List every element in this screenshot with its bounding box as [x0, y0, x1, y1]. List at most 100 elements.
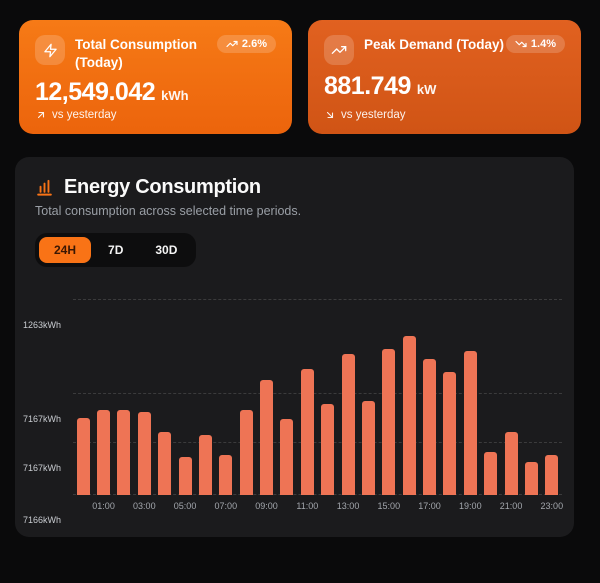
y-axis-tick: 7167kWh — [23, 462, 62, 473]
peak-demand-card: Peak Demand (Today) 1.4% 881.749 kW vs y… — [308, 20, 581, 134]
bar-slot-21:00 — [501, 300, 521, 495]
tab-7d[interactable]: 7D — [93, 237, 138, 263]
total-consumption-card: Total Consumption (Today) 2.6% 12,549.04… — [19, 20, 292, 134]
bar-16:00[interactable] — [402, 335, 416, 495]
stat-footnote: vs yesterday — [35, 109, 276, 121]
bar-04:00[interactable] — [158, 432, 172, 495]
bar-slot-15:00 — [379, 300, 399, 495]
bar-07:00[interactable] — [219, 455, 233, 495]
bar-slot-02:00 — [114, 300, 134, 495]
bar-slot-11:00 — [297, 300, 317, 495]
y-axis-tick: 7166kWh — [23, 515, 62, 525]
badge-value: 1.4% — [530, 38, 556, 50]
bar-03:00[interactable] — [137, 411, 151, 495]
x-axis-tick: 17:00 — [418, 501, 441, 511]
stat-footnote-label: vs yesterday — [341, 109, 406, 121]
x-axis-tick: 09:00 — [255, 501, 278, 511]
badge-value: 2.6% — [241, 38, 267, 50]
trending-up-icon — [324, 35, 354, 65]
stat-cards-row: Total Consumption (Today) 2.6% 12,549.04… — [19, 20, 581, 134]
change-badge-down: 1.4% — [505, 35, 565, 53]
bar-00:00[interactable] — [76, 417, 90, 495]
bar-chart-icon — [35, 178, 54, 197]
bar-slot-07:00 — [216, 300, 236, 495]
bar-slot-03:00 — [134, 300, 154, 495]
bar-slot-05:00 — [175, 300, 195, 495]
bar-10:00[interactable] — [280, 419, 294, 495]
bar-slot-10:00 — [277, 300, 297, 495]
y-axis-tick: 1263kWh — [23, 320, 62, 330]
chart-header: Energy Consumption — [35, 176, 554, 199]
bar-23:00[interactable] — [545, 455, 559, 495]
x-axis-tick: 07:00 — [214, 501, 238, 511]
energy-consumption-card: Energy Consumption Total consumption acr… — [15, 157, 574, 537]
gridline — [73, 441, 562, 443]
stat-value-row: 881.749 kW — [324, 72, 565, 101]
x-axis-tick: 11:00 — [296, 501, 319, 511]
bar-21:00[interactable] — [504, 432, 518, 495]
x-axis-tick: 21:00 — [499, 501, 523, 511]
bar-06:00[interactable] — [198, 434, 212, 495]
chart-card-subtitle: Total consumption across selected time p… — [35, 204, 302, 218]
bar-02:00[interactable] — [117, 409, 131, 495]
stat-value-row: 12,549.042 kWh — [35, 78, 276, 107]
bar-18:00[interactable] — [443, 371, 457, 495]
x-axis-tick: 19:00 — [459, 501, 482, 511]
zap-icon — [35, 35, 65, 65]
x-axis-tick: 15:00 — [377, 501, 401, 511]
bar-slot-23:00 — [542, 300, 562, 495]
bar-slot-04:00 — [155, 300, 175, 495]
x-axis-tick: 03:00 — [133, 501, 156, 511]
stat-value: 881.749 — [324, 72, 411, 100]
x-axis-tick: 23:00 — [540, 501, 564, 511]
bar-14:00[interactable] — [361, 400, 375, 495]
bar-slot-00:00 — [73, 300, 93, 495]
trending-down-icon — [515, 40, 527, 48]
stat-card-header: Total Consumption (Today) 2.6% — [35, 35, 276, 71]
bar-slot-06:00 — [195, 300, 215, 495]
gridline — [73, 299, 562, 300]
bar-slot-20:00 — [481, 300, 501, 495]
x-axis-tick: 05:00 — [173, 501, 197, 511]
bar-slot-13:00 — [338, 300, 358, 495]
bar-17:00[interactable] — [423, 358, 437, 495]
bar-chart: 1263kWh 7167kWh 7167kWh 7166kWh 01:00 03:00 05… — [23, 299, 566, 525]
bar-11:00[interactable] — [300, 369, 314, 495]
arrow-up-right-icon — [37, 111, 45, 119]
bar-slot-19:00 — [460, 300, 480, 495]
x-axis-tick: 01:00 — [92, 501, 115, 511]
y-axis-tick: 7167kWh — [23, 414, 62, 424]
gridline — [73, 494, 562, 495]
bar-13:00[interactable] — [341, 354, 355, 495]
chart-card-title: Energy Consumption — [64, 176, 261, 198]
bar-22:00[interactable] — [524, 461, 538, 495]
bar-05:00[interactable] — [178, 456, 192, 495]
bar-01:00[interactable] — [97, 409, 111, 495]
tab-30d[interactable]: 30D — [140, 237, 192, 263]
bar-slot-08:00 — [236, 300, 256, 495]
bar-slot-01:00 — [93, 300, 113, 495]
bar-08:00[interactable] — [239, 409, 253, 495]
stat-title: Total Consumption (Today) — [75, 37, 197, 70]
x-axis-tick: 13:00 — [336, 501, 360, 511]
arrow-down-right-icon — [326, 111, 334, 119]
stat-unit: kWh — [161, 88, 189, 104]
stat-footnote: vs yesterday — [324, 109, 565, 121]
bar-slot-18:00 — [440, 300, 460, 495]
chart-bars — [73, 300, 562, 495]
bar-09:00[interactable] — [260, 379, 274, 495]
bar-15:00[interactable] — [382, 348, 396, 495]
bar-slot-09:00 — [256, 300, 276, 495]
time-range-tabs: 24H 7D 30D — [35, 233, 197, 267]
energy-dashboard: Total Consumption (Today) 2.6% 12,549.04… — [0, 20, 600, 583]
bar-19:00[interactable] — [463, 350, 477, 495]
bar-12:00[interactable] — [321, 404, 335, 495]
trending-up-icon — [226, 40, 238, 48]
stat-card-header: Peak Demand (Today) 1.4% — [324, 35, 565, 65]
bar-slot-17:00 — [419, 300, 439, 495]
stat-title: Peak Demand (Today) — [364, 37, 505, 52]
tab-24h[interactable]: 24H — [39, 237, 92, 263]
stat-value: 12,549.042 — [35, 78, 156, 107]
bar-20:00[interactable] — [484, 451, 498, 495]
bar-slot-12:00 — [318, 300, 338, 495]
